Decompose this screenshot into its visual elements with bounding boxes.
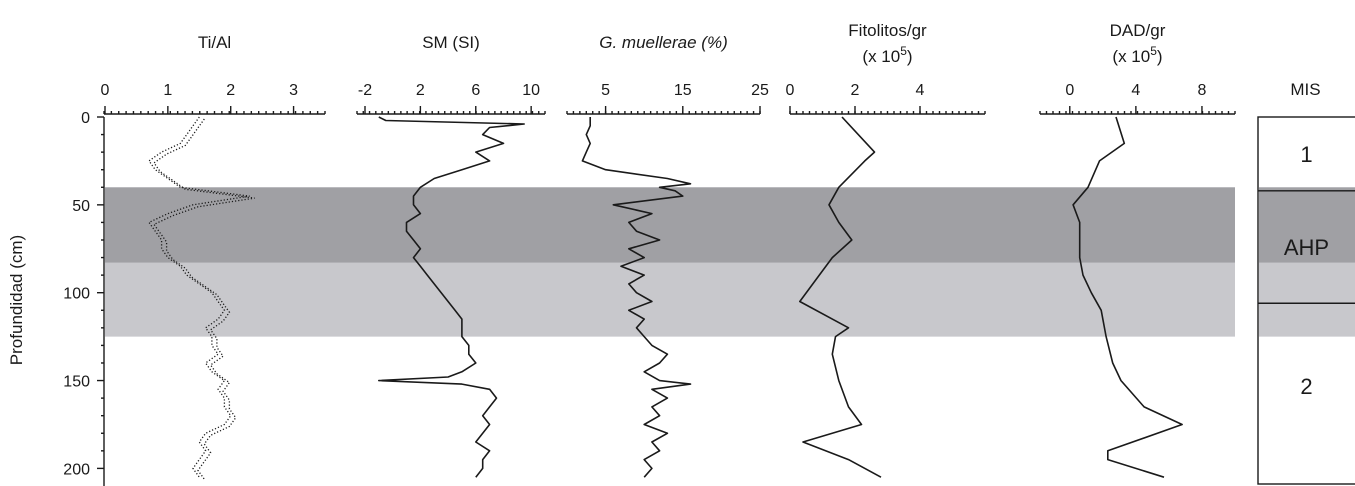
panel-tick-label: 15 <box>674 82 692 99</box>
panel-4: Fitolitos/gr (x 105) 0 2 4 <box>786 21 986 478</box>
panel-tick-label: 3 <box>289 82 298 99</box>
depth-axis: 0 50 100 150 200 <box>63 110 105 486</box>
depth-tick-label: 100 <box>63 286 90 303</box>
depth-tick-label: 150 <box>63 374 90 391</box>
panel-tick-label: 2 <box>226 82 235 99</box>
shaded-band-1 <box>105 187 1235 263</box>
panel-title: Fitolitos/gr <box>848 21 927 40</box>
mis-unit-label: AHP <box>1284 235 1329 260</box>
panel-tick-label: 2 <box>416 82 425 99</box>
panel-title: G. muellerae (%) <box>599 33 727 52</box>
panel-tick-label: 5 <box>601 82 610 99</box>
mis-unit-label: 2 <box>1300 374 1312 399</box>
panel-tick-label: 4 <box>916 82 925 99</box>
panel-title: Ti/Al <box>198 33 231 52</box>
proxy-panels: Ti/Al 0 1 2 3 SM (SI) -2 2 6 10 G. muellerae (%) 5 1… <box>101 21 1236 480</box>
panel-tick-label: 10 <box>522 82 540 99</box>
shaded-band-2 <box>105 262 1235 337</box>
panel-tick-label: 1 <box>163 82 172 99</box>
panel-tick-label: 4 <box>1131 82 1140 99</box>
panel-2: SM (SI) -2 2 6 10 <box>356 33 546 478</box>
panel-5: DAD/gr (x 105) 0 4 8 <box>1039 21 1236 478</box>
panel-1: Ti/Al 0 1 2 3 <box>101 33 326 480</box>
panel-subtitle: (x 105) <box>862 44 912 66</box>
panel-tick-label: 0 <box>101 82 110 99</box>
panel-tick-label: 0 <box>786 82 795 99</box>
panel-series-line <box>377 116 526 478</box>
panel-tick-label: 6 <box>471 82 480 99</box>
panel-tick-label: -2 <box>358 82 372 99</box>
panel-series-line-scatter <box>153 118 255 480</box>
panel-series-line <box>581 117 692 478</box>
mis-light-band <box>1259 262 1355 337</box>
panel-3: G. muellerae (%) 5 15 25 <box>566 33 769 478</box>
mis-title: MIS <box>1290 80 1320 99</box>
panel-tick-label: 25 <box>751 82 769 99</box>
mis-column: MIS 1 AHP 2 <box>1257 80 1355 485</box>
mis-box <box>1257 116 1355 485</box>
panel-tick-label: 2 <box>851 82 860 99</box>
depth-tick-label: 50 <box>72 198 90 215</box>
panel-series-line <box>798 116 882 478</box>
panel-series-line <box>148 116 250 478</box>
depth-tick-label: 0 <box>81 110 90 127</box>
panel-tick-label: 8 <box>1198 82 1207 99</box>
panel-title: SM (SI) <box>422 33 480 52</box>
panel-tick-label: 0 <box>1065 82 1074 99</box>
depth-tick-label: 200 <box>63 461 90 478</box>
panel-subtitle: (x 105) <box>1112 44 1162 66</box>
shaded-bands <box>105 187 1235 337</box>
y-axis-label: Profundidad (cm) <box>7 235 26 365</box>
mis-ahp-band <box>1259 187 1355 263</box>
panel-title: DAD/gr <box>1110 21 1166 40</box>
mis-unit-label: 1 <box>1300 142 1312 167</box>
panel-series-line <box>1072 116 1183 478</box>
